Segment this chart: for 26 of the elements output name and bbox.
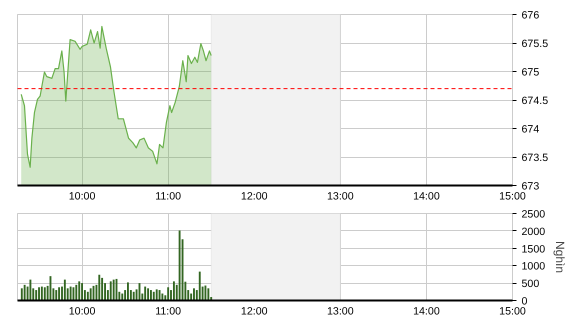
y-tick-label: 673 xyxy=(522,180,540,192)
x-tick-label: 10:00 xyxy=(68,306,96,318)
x-tick-label: 14:00 xyxy=(413,190,440,202)
x-tick-label: 13:00 xyxy=(326,190,354,202)
y-axis-title: Nghìn xyxy=(553,240,568,274)
x-tick-label: 15:00 xyxy=(499,306,526,318)
y-tick-label: 500 xyxy=(522,278,540,290)
y-tick-label: 676 xyxy=(522,10,540,22)
x-tick-label: 11:00 xyxy=(155,306,182,318)
x-tick-label: 11:00 xyxy=(155,190,182,202)
y-tick-label: 2500 xyxy=(522,208,546,220)
y-tick-label: 2000 xyxy=(522,226,546,238)
y-tick-label: 674 xyxy=(522,124,540,136)
x-tick-label: 13:00 xyxy=(326,306,354,318)
x-tick-label: 12:00 xyxy=(240,190,268,202)
y-tick-label: 1500 xyxy=(522,243,546,256)
x-tick-label: 15:00 xyxy=(499,190,526,202)
x-tick-label: 10:00 xyxy=(68,190,96,202)
y-tick-label: 674.5 xyxy=(522,95,548,107)
y-tick-label: 675 xyxy=(522,66,540,78)
y-tick-label: 673.5 xyxy=(522,152,548,164)
x-tick-label: 14:00 xyxy=(413,306,440,318)
y-tick-label: 1000 xyxy=(522,260,546,273)
y-tick-label: 675.5 xyxy=(522,38,548,50)
y-tick-label: 0 xyxy=(522,296,528,308)
x-tick-label: 12:00 xyxy=(240,306,268,318)
